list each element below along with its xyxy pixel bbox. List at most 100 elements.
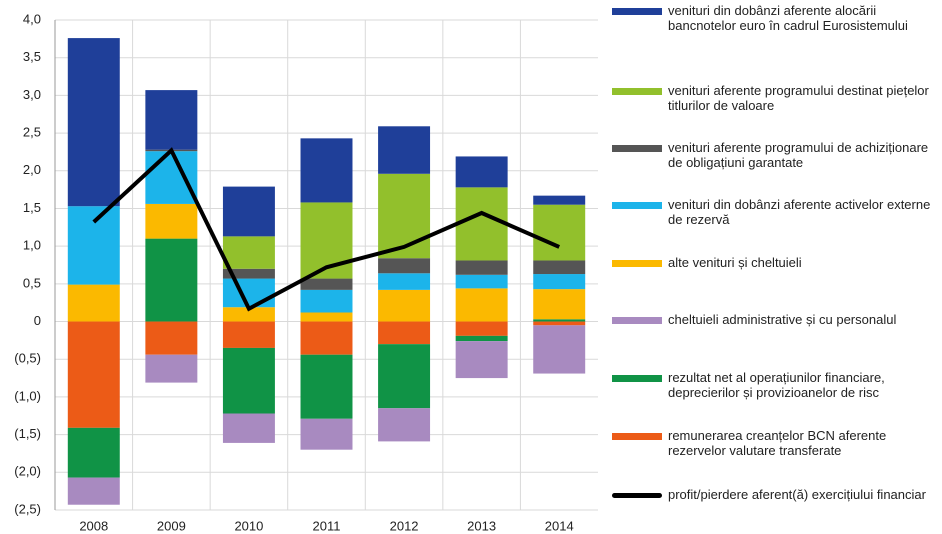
bar-segment — [533, 321, 586, 326]
bar-segment — [222, 236, 275, 269]
bar-segment — [67, 427, 120, 478]
legend-swatch — [612, 202, 662, 209]
y-tick-label: 3,0 — [23, 87, 41, 102]
x-tick-label: 2009 — [157, 518, 186, 533]
bar-segment — [222, 307, 275, 322]
y-tick-label: 1,5 — [23, 200, 41, 215]
legend-entry: cheltuieli administrative și cu personal… — [612, 312, 942, 327]
legend-entry: profit/pierdere aferent(ă) exercițiului … — [612, 487, 942, 502]
x-tick-label: 2008 — [79, 518, 108, 533]
legend-entry: venituri aferente programului de achiziț… — [612, 140, 942, 170]
y-tick-label: 2,5 — [23, 125, 41, 140]
legend-swatch — [612, 88, 662, 95]
y-tick-label: 0 — [34, 313, 41, 328]
bar-segment — [378, 321, 431, 345]
bar-segment — [300, 312, 353, 322]
bar-segment — [300, 278, 353, 290]
legend-entry: rezultat net al operațiunilor financiare… — [612, 370, 942, 400]
legend-entry: venituri din dobânzi aferente activelor … — [612, 197, 942, 227]
legend-label: profit/pierdere aferent(ă) exercițiului … — [668, 487, 926, 502]
y-tick-label: (1,5) — [14, 426, 41, 441]
legend-label: cheltuieli administrative și cu personal… — [668, 312, 897, 327]
bar-segment — [145, 203, 198, 239]
bar-segment — [533, 319, 586, 322]
bar-segment — [222, 268, 275, 279]
legend-swatch — [612, 260, 662, 267]
legend-swatch — [612, 317, 662, 324]
y-tick-label: (0,5) — [14, 351, 41, 366]
legend-swatch — [612, 8, 662, 15]
bar-segment — [145, 354, 198, 383]
bar-segment — [533, 195, 586, 205]
bar-segment — [67, 38, 120, 207]
bar-segment — [455, 260, 508, 275]
y-tick-label: (2,0) — [14, 464, 41, 479]
bar-segment — [378, 173, 431, 259]
bar-segment — [378, 289, 431, 322]
bar-segment — [455, 288, 508, 322]
legend-label: alte venituri și cheltuieli — [668, 255, 802, 270]
y-tick-label: 3,5 — [23, 49, 41, 64]
bar-segment — [455, 341, 508, 379]
legend-swatch — [612, 375, 662, 382]
bar-segment — [300, 289, 353, 313]
legend-entry: venituri aferente programului destinat p… — [612, 83, 942, 113]
bar-segment — [533, 260, 586, 275]
bar-segment — [222, 347, 275, 414]
y-tick-label: 4,0 — [23, 11, 41, 26]
line — [92, 147, 561, 312]
x-tick-label: 2011 — [313, 518, 341, 533]
bar-segment — [67, 206, 120, 285]
bar-segment — [455, 335, 508, 342]
x-tick-label: 2014 — [545, 518, 574, 533]
bar-segment — [533, 204, 586, 261]
bar-segment — [222, 413, 275, 443]
y-tick-label: (1,0) — [14, 388, 41, 403]
bar-segment — [67, 321, 120, 428]
bar-segment — [300, 354, 353, 419]
bar-segment — [67, 477, 120, 505]
legend-swatch — [612, 433, 662, 440]
bar-segment — [533, 289, 586, 320]
bar-segment — [300, 418, 353, 450]
y-tick-label: 0,5 — [23, 275, 41, 290]
bar-segment — [455, 156, 508, 188]
bar-segment — [455, 187, 508, 261]
legend-entry: venituri din dobânzi aferente alocării b… — [612, 3, 942, 33]
x-tick-label: 2010 — [234, 518, 263, 533]
legend-entry: alte venituri și cheltuieli — [612, 255, 942, 270]
y-tick-label: 2,0 — [23, 162, 41, 177]
bar-segment — [378, 344, 431, 409]
bar-segment — [145, 321, 198, 355]
x-tick-label: 2013 — [467, 518, 496, 533]
x-tick-label: 2012 — [390, 518, 419, 533]
bar-segment — [222, 278, 275, 308]
bar-segment — [222, 186, 275, 237]
bar-segment — [300, 138, 353, 203]
legend-entry: remunerarea creanțelor BCN aferente reze… — [612, 428, 942, 458]
bar-segment — [222, 321, 275, 348]
legend-swatch — [612, 493, 662, 498]
bar-segment — [533, 325, 586, 374]
bar-segment — [300, 321, 353, 355]
bar-segment — [455, 321, 508, 336]
legend-swatch — [612, 145, 662, 152]
legend-label: venituri aferente programului de achiziț… — [668, 140, 929, 170]
bar-segment — [455, 274, 508, 289]
legend-label: venituri din dobânzi aferente activelor … — [668, 197, 931, 227]
bar-segment — [378, 408, 431, 442]
bar-segment — [378, 273, 431, 290]
y-tick-label: (2,5) — [14, 501, 41, 516]
bar-segment — [533, 274, 586, 290]
bar-segment — [67, 284, 120, 322]
y-tick-label: 1,0 — [23, 238, 41, 253]
legend-label: rezultat net al operațiunilor financiare… — [668, 370, 885, 400]
bar-segment — [145, 90, 198, 150]
legend-label: venituri aferente programului destinat p… — [668, 83, 929, 113]
bar-segment — [378, 258, 431, 274]
legend-label: venituri din dobânzi aferente alocării b… — [668, 3, 908, 33]
bar-segment — [378, 126, 431, 174]
legend-label: remunerarea creanțelor BCN aferente reze… — [668, 428, 887, 458]
